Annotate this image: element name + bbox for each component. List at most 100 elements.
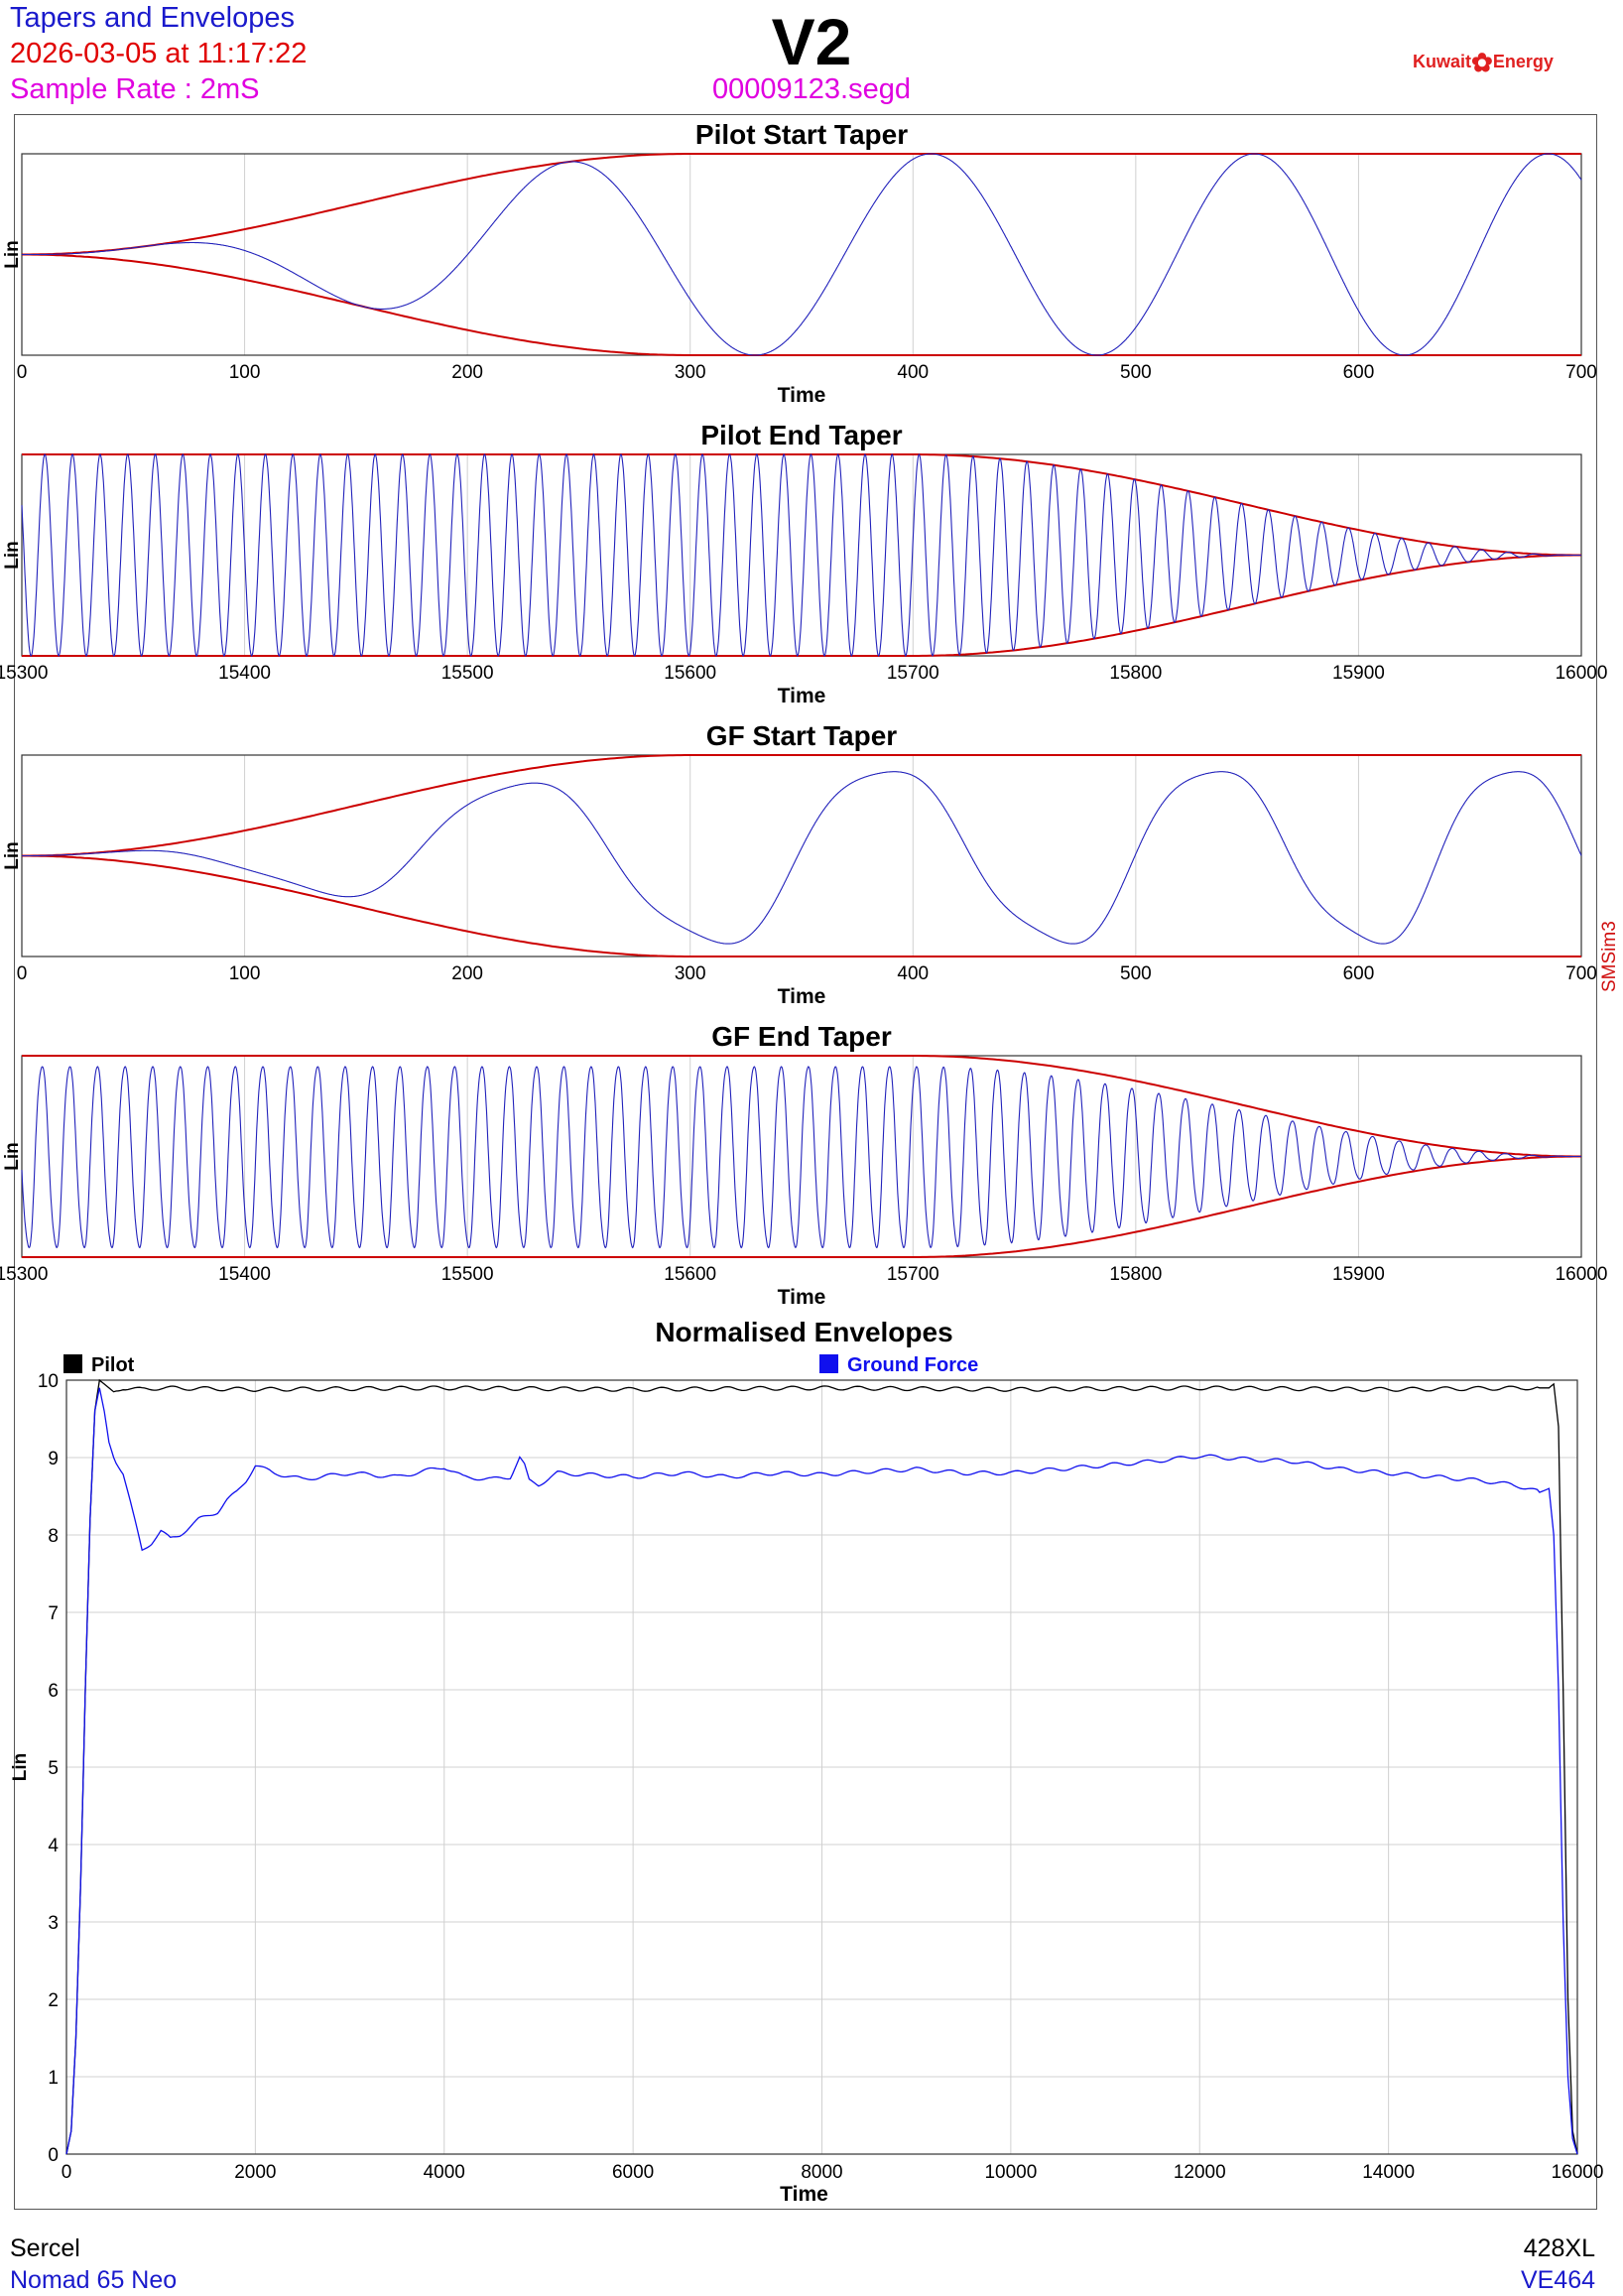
chart-title: Pilot End Taper [700,420,902,450]
upper-envelope-line [22,1055,1581,1158]
x-tick-label: 15900 [1332,1264,1385,1285]
x-tick-label: 15500 [441,663,494,684]
upper-envelope-line [22,754,1581,857]
x-tick-label: 15400 [218,1264,271,1285]
chart-normalised-envelopes [63,1354,1578,2155]
x-tick-label: 200 [451,963,483,984]
x-tick-label: 0 [17,963,28,984]
signal-line [22,153,1582,356]
x-tick-label: 15600 [664,1264,716,1285]
x-tick-label: 100 [229,362,261,383]
flower-icon: ✿ [1471,48,1493,77]
footer-system: 428XL [1523,2234,1595,2262]
x-tick-label: 0 [62,2162,72,2183]
lower-envelope-line [22,854,1581,957]
x-tick-label: 16000 [1556,1264,1608,1285]
x-tick-label: 15700 [887,663,939,684]
footer-model: Nomad 65 Neo [10,2266,178,2294]
chart-title: GF End Taper [711,1021,892,1052]
y-axis-label: Lin [2,240,23,269]
x-tick-label: 200 [451,362,483,383]
x-tick-label: 15300 [0,1264,48,1285]
chart-title: GF Start Taper [706,720,898,751]
chart-3 [21,754,1582,957]
x-tick-label: 15800 [1109,663,1162,684]
y-tick-label: 6 [48,1681,59,1702]
x-tick-label: 400 [897,362,929,383]
series-line-ground-force [65,1387,1578,2155]
y-axis-label: Lin [10,1753,31,1782]
series-line-pilot [65,1378,1578,2155]
signal-line [22,771,1582,945]
x-tick-label: 500 [1120,963,1152,984]
y-tick-label: 4 [48,1836,59,1856]
legend-swatch-ground-force [819,1354,838,1373]
x-axis-label: Time [778,1286,826,1309]
upper-envelope-line [22,153,1581,256]
footer-manufacturer: Sercel [10,2234,80,2262]
sample-rate: Sample Rate : 2mS [10,73,260,105]
signal-line [21,453,1581,657]
x-tick-label: 300 [675,362,706,383]
x-tick-label: 12000 [1174,2162,1226,2183]
signal-line [21,1066,1581,1249]
upper-envelope-line [22,453,1581,557]
x-tick-label: 16000 [1552,2162,1604,2183]
y-tick-label: 10 [38,1371,59,1392]
company-logo: Kuwait✿Energy [1413,48,1554,78]
lower-envelope-line [22,554,1581,657]
plot-frame [21,754,1582,957]
y-tick-label: 9 [48,1449,59,1469]
plot-frame [65,1379,1578,2155]
footer-vibrator: VE464 [1520,2266,1595,2294]
unit-title: V2 [771,5,852,78]
y-tick-label: 8 [48,1526,59,1547]
chart-4 [21,1055,1582,1258]
report-title: Tapers and Envelopes [10,2,295,34]
x-axis-label: Time [778,985,826,1008]
x-tick-label: 15800 [1109,1264,1162,1285]
x-tick-label: 600 [1343,963,1375,984]
x-tick-label: 15700 [887,1264,939,1285]
report-date: 2026-03-05 at 11:17:22 [10,38,308,69]
y-tick-label: 2 [48,1990,59,2011]
x-tick-label: 15500 [441,1264,494,1285]
x-tick-label: 300 [675,963,706,984]
copyright-note: SMSim3 (c)Copyright Ian Vincent 2019 [1599,889,1623,992]
chart-2 [21,453,1582,657]
report-frame [14,114,1597,2210]
plot-frame [21,453,1582,657]
x-tick-label: 700 [1565,963,1597,984]
x-tick-label: 700 [1565,362,1597,383]
legend-label-ground-force: Ground Force [847,1354,978,1376]
lower-envelope-line [22,1155,1581,1258]
chart-title: Pilot Start Taper [695,119,908,150]
x-tick-label: 100 [229,963,261,984]
legend-label-pilot: Pilot [91,1354,135,1376]
x-tick-label: 600 [1343,362,1375,383]
x-tick-label: 8000 [801,2162,842,2183]
x-tick-label: 0 [17,362,28,383]
x-tick-label: 4000 [424,2162,465,2183]
x-tick-label: 14000 [1362,2162,1415,2183]
x-tick-label: 15300 [0,663,48,684]
x-tick-label: 10000 [984,2162,1037,2183]
x-tick-label: 500 [1120,362,1152,383]
x-tick-label: 15600 [664,663,716,684]
y-tick-label: 5 [48,1758,59,1779]
y-tick-label: 0 [48,2145,59,2166]
x-tick-label: 2000 [234,2162,276,2183]
logo-text-right: Energy [1492,52,1554,71]
chart-1 [21,153,1582,356]
x-axis-label: Time [778,685,826,707]
y-tick-label: 3 [48,1913,59,1934]
legend-swatch-pilot [63,1354,82,1373]
x-axis-label: Time [778,384,826,407]
x-axis-label: Time [780,2183,828,2206]
lower-envelope-line [22,253,1581,356]
y-tick-label: 1 [48,2068,59,2089]
x-tick-label: 6000 [612,2162,654,2183]
file-name: 00009123.segd [712,73,911,105]
x-tick-label: 400 [897,963,929,984]
